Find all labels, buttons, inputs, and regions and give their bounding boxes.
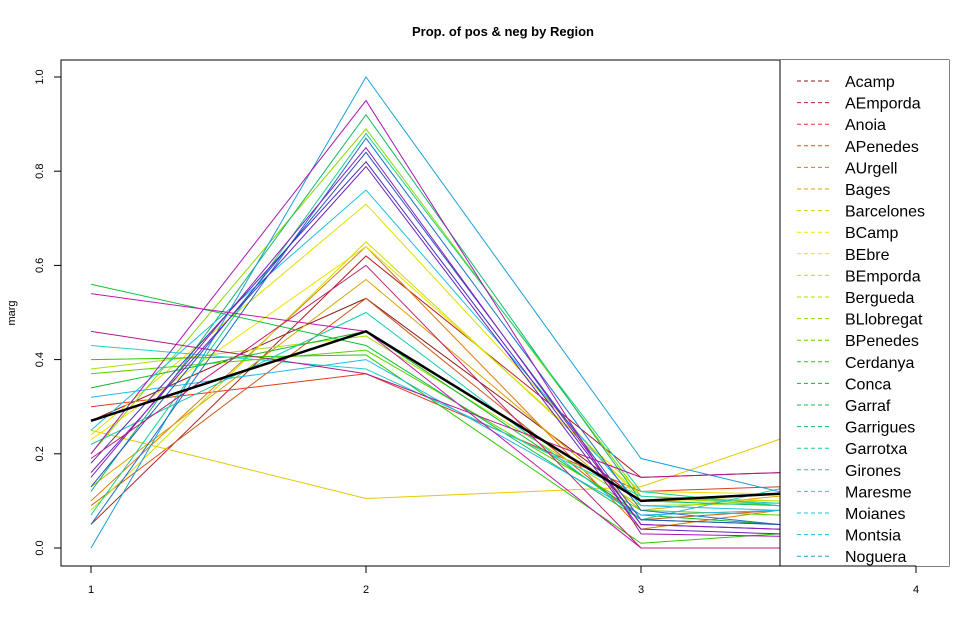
legend-label: Anoia: [845, 117, 886, 134]
y-tick-label: 0.0: [34, 540, 46, 555]
legend-item: Maresme: [797, 484, 912, 501]
x-tick-label: 4: [913, 584, 919, 596]
legend-item: BPenedes: [797, 333, 919, 350]
legend-item: BEbre: [797, 247, 890, 264]
legend-label: BLlobregat: [845, 312, 923, 329]
legend-item: Conca: [797, 376, 891, 393]
series-line: [90, 132, 917, 521]
y-tick-label: 0.6: [34, 258, 46, 273]
series-line: [90, 165, 917, 540]
legend-label: Garrigues: [845, 420, 915, 437]
legend-item: Moianes: [797, 506, 905, 523]
y-axis: 0.0 0.2 0.4 0.6 0.8 1.0: [34, 69, 62, 556]
legend-item: BEmporda: [797, 268, 921, 285]
series-line: [90, 329, 917, 503]
legend-item: Girones: [797, 463, 901, 480]
series-line: [90, 330, 917, 478]
legend-item: Garrigues: [797, 420, 915, 437]
y-axis-label: marg: [6, 300, 18, 325]
legend-item: AEmporda: [797, 96, 921, 113]
legend-label: Girones: [845, 463, 901, 480]
legend-item: APenedes: [797, 139, 919, 156]
legend-item: Garraf: [797, 398, 891, 415]
legend-label: BPenedes: [845, 333, 919, 350]
legend-label: BCamp: [845, 225, 898, 242]
legend-item: Acamp: [797, 74, 895, 91]
legend-label: AEmporda: [845, 96, 921, 113]
legend-item: Noguera: [797, 549, 906, 566]
legend-label: APenedes: [845, 139, 919, 156]
legend-item: BCamp: [797, 225, 898, 242]
legend: Acamp AEmporda Anoia APenedes AUrgell Bages Ba…: [797, 74, 925, 566]
legend-label: Noguera: [845, 549, 906, 566]
legend-label: Conca: [845, 376, 891, 393]
y-tick-label: 0.2: [34, 446, 46, 461]
legend-label: Maresme: [845, 484, 912, 501]
legend-box: [780, 60, 949, 566]
legend-label: BEmporda: [845, 268, 921, 285]
legend-label: Barcelones: [845, 204, 925, 221]
chart-title: Prop. of pos & neg by Region: [412, 24, 594, 39]
x-tick-label: 3: [638, 584, 644, 596]
legend-item: AUrgell: [797, 160, 897, 177]
legend-label: Cerdanya: [845, 355, 914, 372]
legend-label: Moianes: [845, 506, 905, 523]
legend-label: BEbre: [845, 247, 890, 264]
legend-label: Bergueda: [845, 290, 914, 307]
legend-label: Bages: [845, 182, 890, 199]
legend-item: BLlobregat: [797, 312, 923, 329]
series-line: [90, 344, 917, 511]
legend-item: Cerdanya: [797, 355, 914, 372]
x-tick-label: 2: [363, 584, 369, 596]
series-lines: [90, 76, 917, 549]
series-line: [90, 359, 917, 516]
series-line: [90, 392, 917, 500]
legend-item: Montsia: [797, 528, 901, 545]
x-tick-label: 1: [88, 584, 94, 596]
series-line: [90, 278, 917, 511]
legend-item: Bergueda: [797, 290, 914, 307]
legend-label: Montsia: [845, 528, 901, 545]
legend-item: Bages: [797, 182, 890, 199]
legend-item: Barcelones: [797, 204, 925, 221]
series-line: [90, 264, 916, 549]
legend-label: Garraf: [845, 398, 891, 415]
x-axis: 1 2 3 4: [88, 565, 919, 596]
y-tick-label: 0.4: [34, 352, 46, 367]
legend-label: Garrotxa: [845, 441, 907, 458]
series-line: [90, 99, 917, 540]
y-tick-label: 1.0: [34, 69, 46, 84]
legend-item: Garrotxa: [797, 441, 907, 458]
legend-item: Anoia: [797, 117, 886, 134]
legend-label: Acamp: [845, 74, 895, 91]
y-tick-label: 0.8: [34, 164, 46, 179]
legend-label: AUrgell: [845, 160, 897, 177]
